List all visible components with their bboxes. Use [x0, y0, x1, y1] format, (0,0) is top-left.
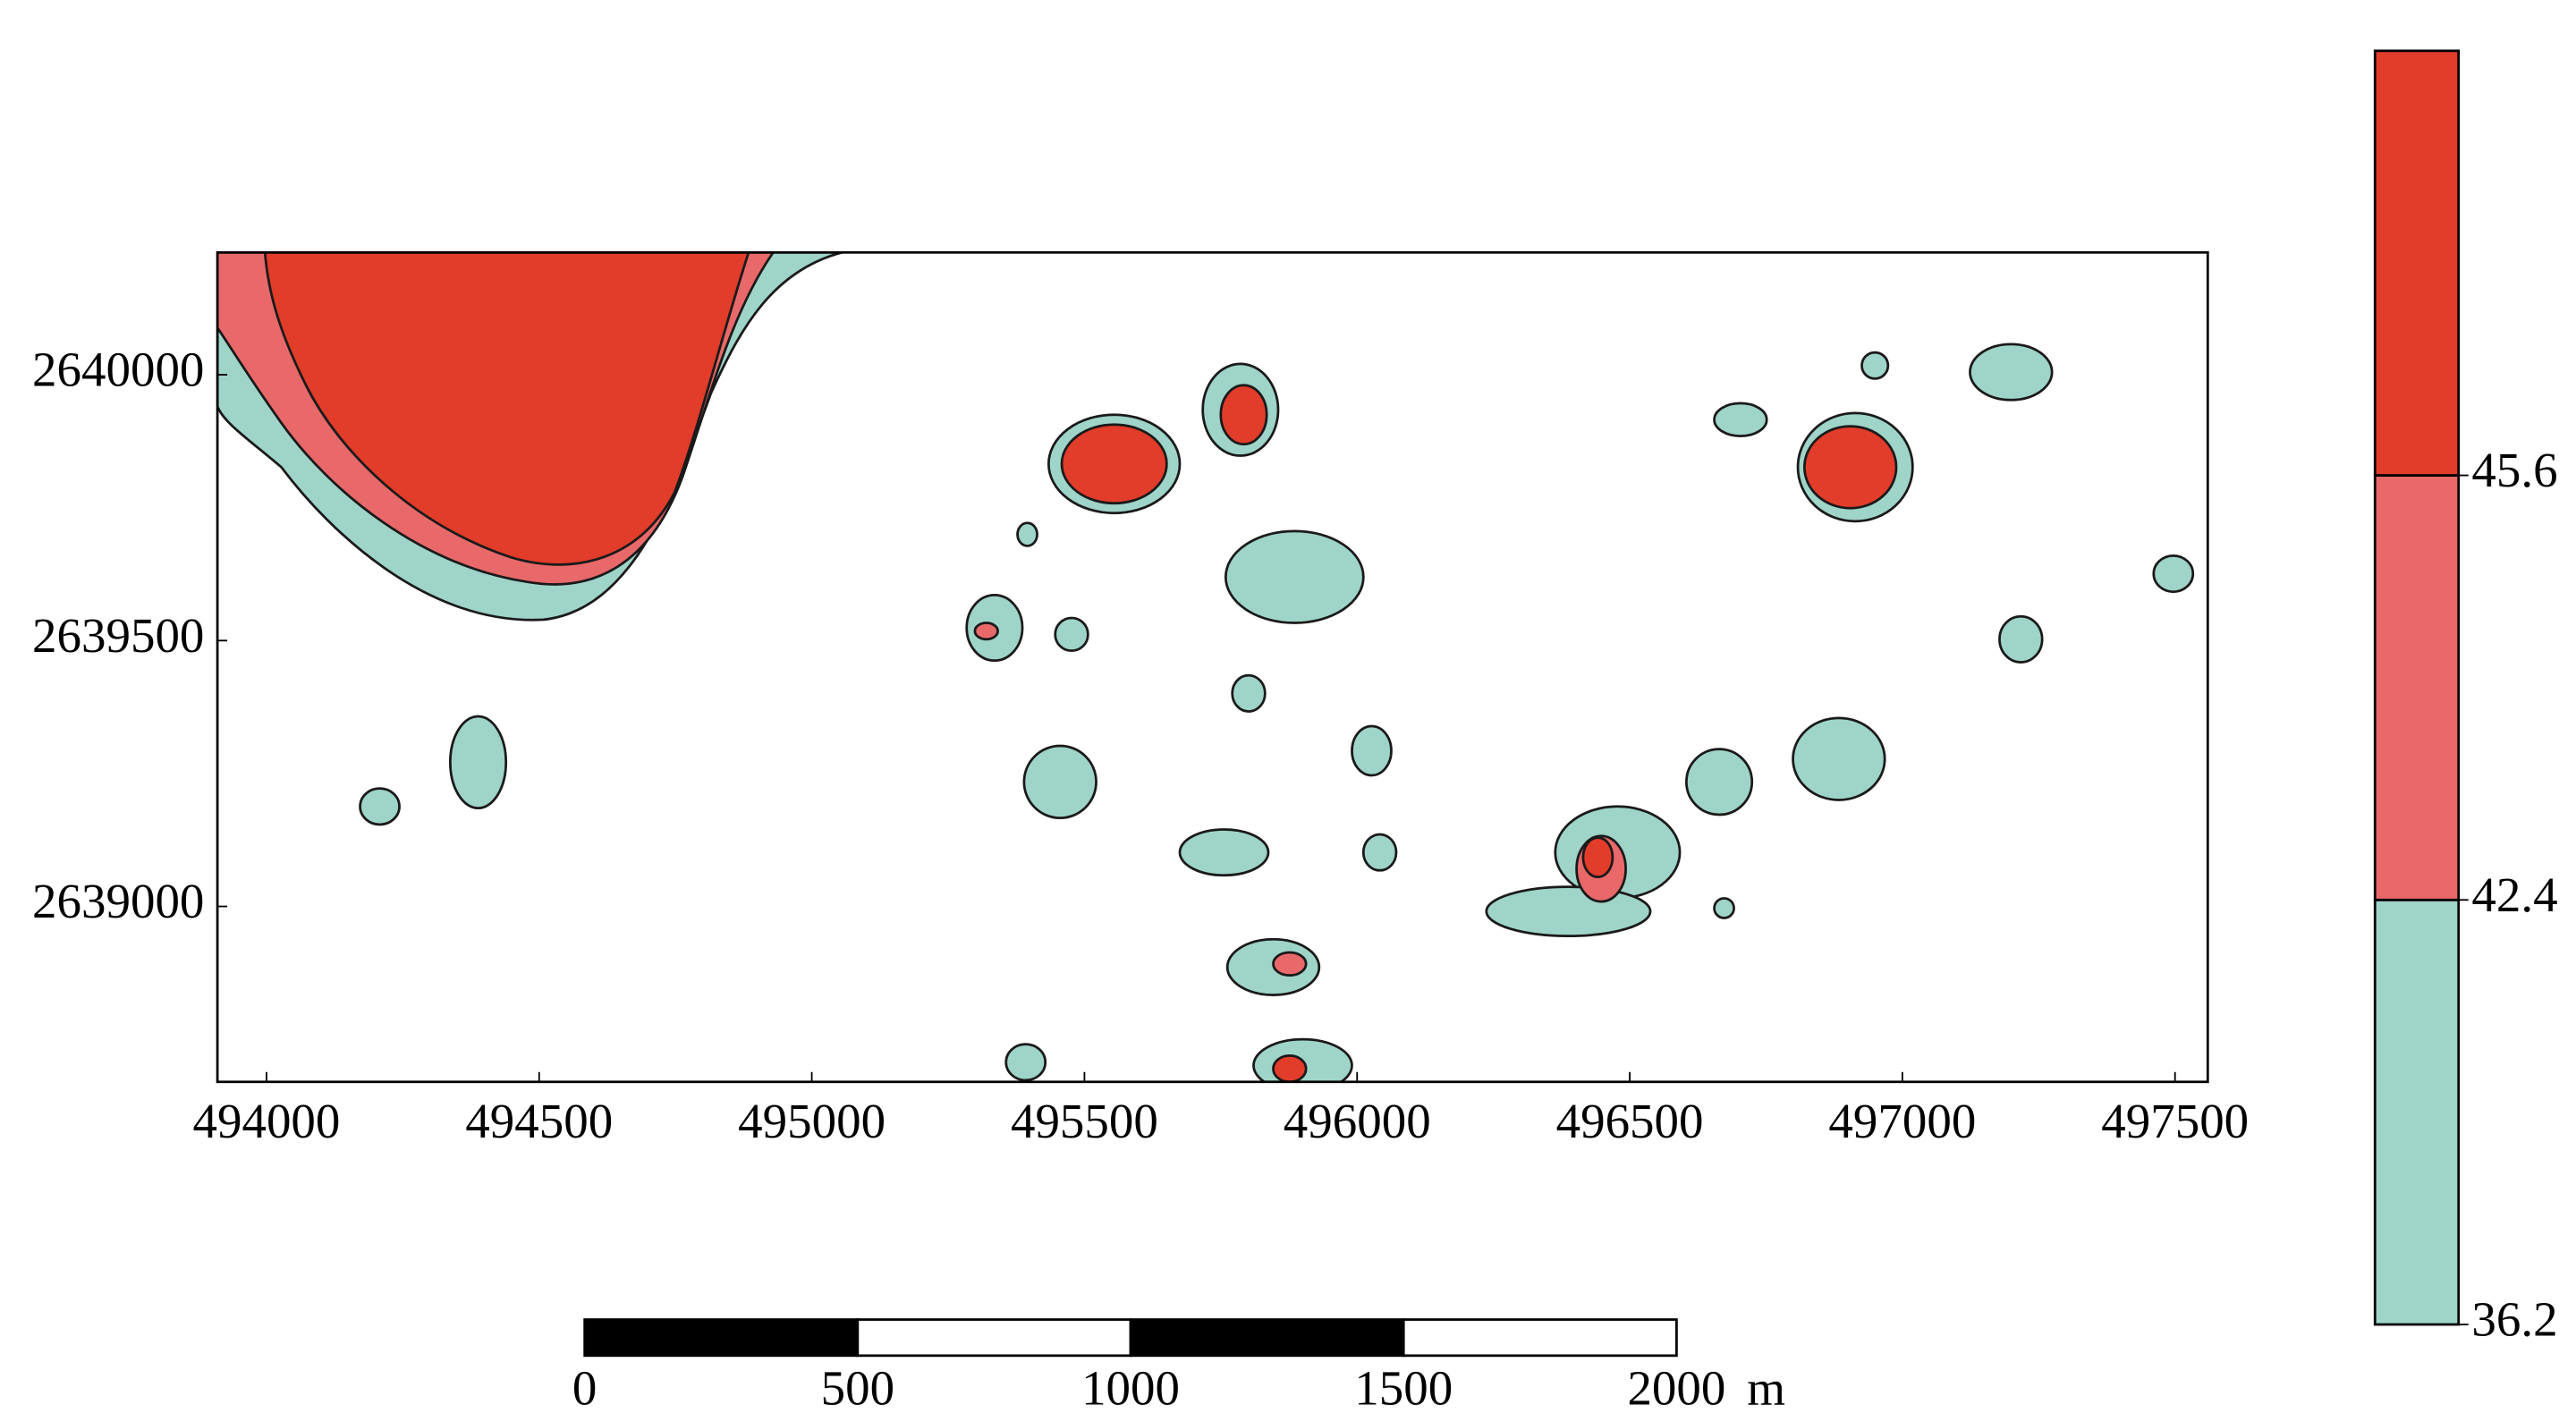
- contour-region: [1581, 836, 1614, 879]
- contour-region: [1272, 951, 1308, 977]
- contour-region: [1022, 744, 1097, 820]
- colorbar-band: [2373, 898, 2461, 1326]
- contour-region: [973, 622, 999, 641]
- contour-region: [1713, 897, 1735, 919]
- scale-bar-segment: [1129, 1318, 1405, 1358]
- scale-bar-label: 1500: [1354, 1361, 1453, 1413]
- contour-region: [1272, 1054, 1308, 1082]
- contour-region: [263, 252, 750, 566]
- scale-unit: m: [1747, 1361, 1785, 1413]
- y-tick-label: 2639500: [32, 608, 204, 663]
- scale-bar-label: 500: [821, 1361, 894, 1413]
- contour-region: [1713, 402, 1768, 437]
- x-tick-label: 496000: [1284, 1094, 1431, 1148]
- contour-region: [1685, 748, 1754, 816]
- colorbar-band: [2373, 49, 2461, 477]
- scale-bar-segment: [1402, 1318, 1678, 1358]
- contour-region: [1351, 724, 1393, 777]
- contour-region: [2152, 554, 2195, 594]
- contour-region: [1231, 673, 1267, 713]
- colorbar-label: 45.6: [2471, 443, 2557, 497]
- y-tick-label: 2639000: [32, 874, 204, 928]
- contour-region: [1054, 616, 1089, 653]
- contour-region: [1998, 614, 2044, 664]
- x-tick-label: 494000: [193, 1094, 341, 1148]
- colorbar-label: 36.2: [2471, 1292, 2557, 1347]
- contour-region: [1004, 1043, 1047, 1082]
- contour-region: [1485, 885, 1652, 937]
- y-tick-label: 2640000: [32, 343, 204, 397]
- x-tick-label: 497000: [1828, 1094, 1976, 1148]
- contour-region: [359, 787, 401, 826]
- scale-bar-label: 1000: [1081, 1361, 1180, 1413]
- contour-region: [1860, 351, 1890, 380]
- contour-region: [1803, 425, 1898, 510]
- contour-region: [1219, 384, 1268, 446]
- contour-regions: [217, 252, 2195, 1082]
- scale-bar-label: 0: [572, 1361, 597, 1413]
- colorbar-band: [2373, 474, 2461, 901]
- contour-region: [1969, 343, 2054, 402]
- contour-region: [1178, 828, 1270, 877]
- contour-region: [1792, 716, 1886, 801]
- x-tick-label: 495500: [1011, 1094, 1158, 1148]
- scale-bar-segment: [583, 1318, 860, 1358]
- contour-region: [448, 715, 508, 810]
- plot-frame: [216, 250, 2209, 1084]
- colorbar-label: 42.4: [2471, 867, 2557, 922]
- x-tick-label: 495000: [738, 1094, 886, 1148]
- contour-region: [1060, 423, 1168, 505]
- x-tick-label: 494500: [465, 1094, 613, 1148]
- scale-bar-label: 2000: [1627, 1361, 1725, 1413]
- contour-region: [1016, 521, 1038, 547]
- x-tick-label: 496500: [1556, 1094, 1704, 1148]
- scale-bar-segment: [856, 1318, 1132, 1358]
- x-tick-label: 497500: [2101, 1094, 2249, 1148]
- contour-region: [1224, 529, 1365, 624]
- contour-region: [1361, 833, 1398, 872]
